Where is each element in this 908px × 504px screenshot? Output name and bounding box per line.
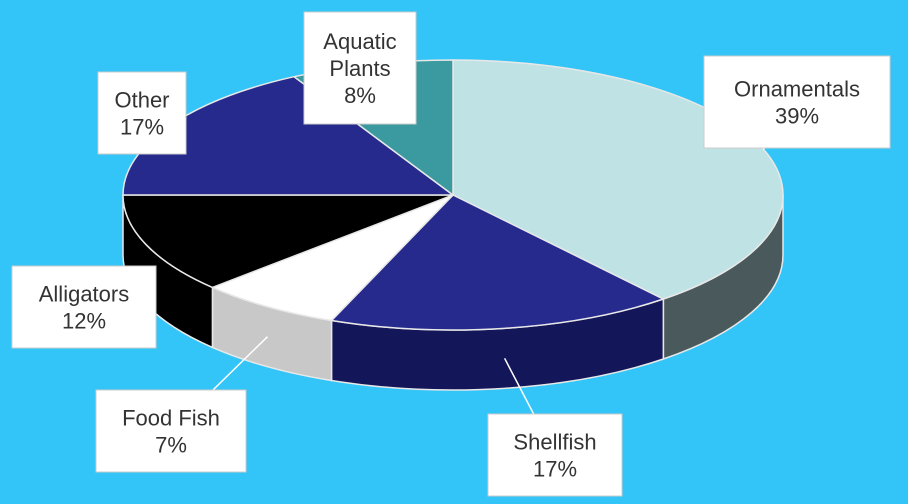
slice-ornamentals: [452, 59, 784, 300]
pie-sides: [122, 194, 784, 391]
slice-food-fish: [211, 194, 454, 322]
data-label-text-food-fish: Food Fish: [122, 406, 220, 431]
data-label-text-other: Other: [114, 88, 169, 113]
data-label-text-aquatic-plants: Plants: [329, 56, 390, 81]
data-label-text-alligators: Alligators: [39, 282, 129, 307]
data-label-value-shellfish: 17%: [533, 457, 577, 482]
data-label-value-other: 17%: [120, 115, 164, 140]
pie-slices: [122, 59, 784, 331]
data-label-text-aquatic-plants: Aquatic: [323, 29, 396, 54]
data-label-value-ornamentals: 39%: [775, 104, 819, 129]
data-label-box-alligators: [11, 265, 157, 349]
data-label-box-ornamentals: [703, 55, 891, 149]
data-label-value-aquatic-plants: 8%: [344, 83, 376, 108]
slice-alligators: [122, 194, 454, 289]
data-label-text-ornamentals: Ornamentals: [734, 77, 860, 102]
slice-shellfish: [330, 194, 665, 331]
data-label-box-food-fish: [95, 389, 247, 473]
data-label-box-other: [97, 71, 187, 155]
data-label-box-aquatic-plants: [303, 11, 417, 125]
leader-line-shellfish: [503, 357, 537, 419]
data-label-value-alligators: 12%: [62, 309, 106, 334]
data-label-value-food-fish: 7%: [155, 433, 187, 458]
data-label-text-shellfish: Shellfish: [513, 430, 596, 455]
data-label-box-shellfish: [487, 413, 623, 497]
